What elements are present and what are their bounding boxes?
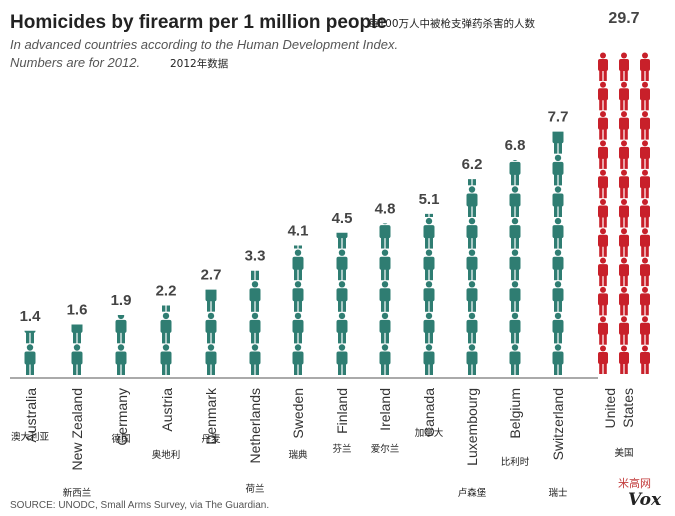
data-label: 4.8 (375, 200, 396, 217)
data-label: 3.3 (245, 248, 266, 265)
bar-belgium (509, 160, 521, 375)
chart-subtitle: In advanced countries according to the H… (10, 37, 398, 52)
x-tick-label-cn: 瑞典 (288, 449, 308, 461)
x-tick-label-cn: 澳大利亚 (11, 431, 50, 443)
x-tick-label: Australia (23, 388, 39, 443)
x-tick-label-cn: 加拿大 (415, 427, 444, 439)
data-label: 4.5 (332, 210, 353, 227)
bar-netherlands (249, 270, 261, 375)
x-tick-label-cn: 奥地利 (152, 449, 181, 461)
bar-finland (336, 232, 348, 375)
x-tick-label-cn: 丹麦 (201, 433, 221, 445)
bar-luxembourg (466, 179, 478, 375)
x-tick-label-cn: 比利时 (501, 456, 530, 468)
chart-subtitle-cn: 2012年数据 (170, 57, 229, 70)
chart-marks: 1.4 1.6 1.9 2.2 2.7 3.3 4.1 4.5 4.8 5.1 6.2 6.8 7.7 2… (11, 10, 650, 499)
x-tick-label: New Zealand (69, 388, 85, 471)
x-tick-label: United (602, 388, 618, 428)
bar-austria (160, 305, 172, 375)
x-tick-label-cn: 卢森堡 (458, 487, 487, 499)
chart-subtitle-2: Numbers are for 2012. (10, 55, 140, 70)
x-tick-label: Netherlands (247, 388, 263, 464)
source-note: SOURCE: UNODC, Small Arms Survey, via Th… (10, 500, 269, 511)
x-tick-label-cn: 美国 (614, 447, 633, 459)
x-tick-label: Canada (421, 388, 437, 437)
x-tick-label: States (620, 388, 636, 428)
data-label: 1.4 (20, 308, 42, 325)
data-label: 2.2 (156, 282, 177, 299)
bar-ireland (379, 223, 391, 375)
bar-switzerland (552, 131, 564, 375)
x-tick-label: Belgium (507, 388, 523, 439)
watermark: 米高网 (618, 476, 651, 490)
x-tick-label-cn: 德国 (111, 433, 130, 445)
x-tick-label-cn: 新西兰 (63, 487, 92, 499)
x-tick-label-cn: 爱尔兰 (371, 443, 400, 455)
x-tick-label: Luxembourg (464, 388, 480, 466)
data-label: 5.1 (419, 191, 440, 208)
chart-title: Homicides by firearm per 1 million peopl… (10, 12, 387, 33)
bar-united-states (598, 52, 650, 374)
x-tick-label-cn: 瑞士 (548, 487, 568, 499)
x-tick-label-cn: 芬兰 (332, 443, 351, 455)
bar-denmark (205, 289, 217, 375)
chart-title-cn: 每100万人中被枪支弹药杀害的人数 (368, 17, 536, 30)
x-tick-label: Sweden (290, 388, 306, 439)
x-tick-label: Austria (159, 388, 175, 432)
data-label: 29.7 (608, 10, 639, 27)
data-label: 1.6 (67, 301, 88, 318)
data-label: 4.1 (288, 222, 309, 239)
x-tick-label-cn: 荷兰 (245, 483, 264, 495)
vox-logo: Vox (628, 490, 662, 510)
x-tick-label: Finland (334, 388, 350, 434)
bar-new-zealand (71, 324, 83, 375)
bar-australia (24, 330, 36, 375)
data-label: 6.2 (462, 156, 483, 173)
x-tick-label: Switzerland (550, 388, 566, 460)
x-tick-label: Ireland (377, 388, 393, 431)
data-label: 1.9 (111, 292, 132, 309)
bar-sweden (292, 245, 304, 375)
x-tick-label: Denmark (203, 387, 219, 445)
bar-canada (423, 213, 435, 375)
data-label: 7.7 (548, 109, 569, 126)
data-label: 6.8 (505, 137, 526, 154)
x-tick-label: Germany (114, 388, 130, 446)
bar-germany (115, 314, 127, 375)
data-label: 2.7 (201, 267, 222, 284)
